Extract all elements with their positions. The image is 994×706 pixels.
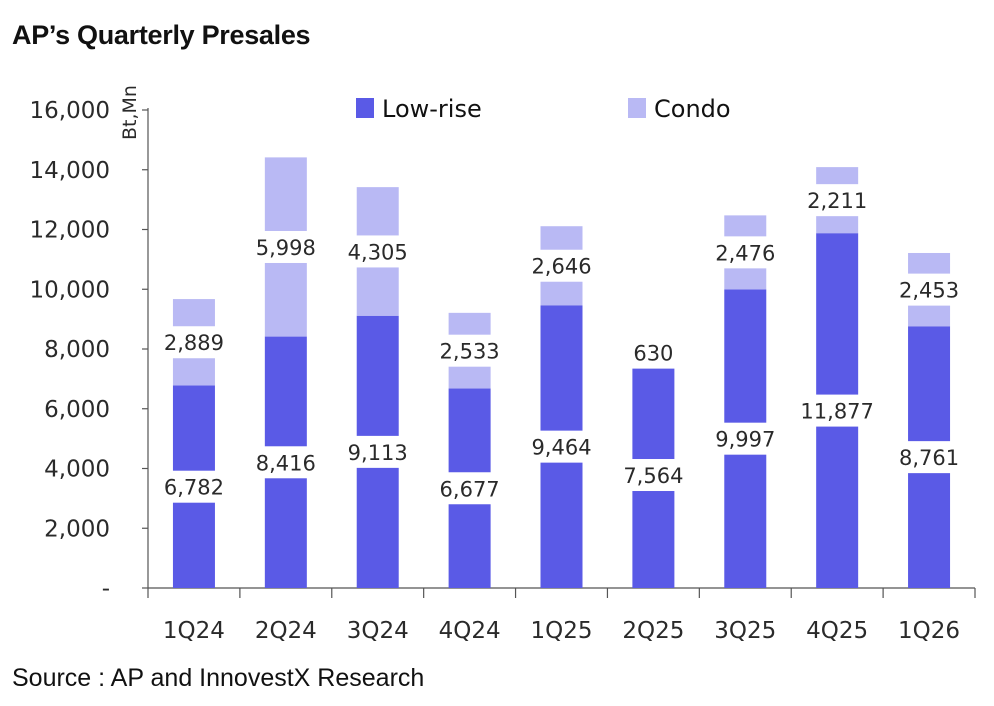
- data-label: 4,305: [348, 240, 408, 264]
- x-tick-label: 1Q25: [530, 618, 592, 644]
- source-note: Source : AP and InnovestX Research: [12, 664, 425, 692]
- y-tick-label: -: [102, 576, 110, 602]
- y-tick-label: 2,000: [44, 516, 110, 542]
- data-label-box: [892, 441, 966, 474]
- legend-swatch-condo: [628, 98, 646, 118]
- data-label: 7,564: [623, 464, 683, 488]
- data-label: 5,998: [256, 236, 316, 260]
- chart-title: AP’s Quarterly Presales: [12, 20, 311, 50]
- x-tick-label: 2Q25: [622, 618, 684, 644]
- data-label-box: [157, 326, 231, 359]
- y-tick-label: 14,000: [30, 158, 110, 184]
- y-tick-label: 12,000: [30, 218, 110, 244]
- data-label: 2,646: [531, 255, 591, 279]
- data-label: 2,453: [899, 279, 959, 303]
- data-label: 2,533: [440, 340, 500, 364]
- data-label-box: [708, 422, 782, 455]
- data-label: 9,113: [348, 441, 408, 465]
- legend-swatch-low-rise: [356, 98, 374, 118]
- y-tick-label: 6,000: [44, 397, 110, 423]
- x-tick-label: 4Q24: [439, 618, 501, 644]
- legend-label-condo: Condo: [654, 95, 731, 123]
- data-label-box: [708, 236, 782, 269]
- data-label: 9,464: [531, 436, 591, 460]
- y-tick-label: 16,000: [30, 98, 110, 124]
- x-tick-label: 3Q25: [714, 618, 776, 644]
- data-label: 630: [633, 342, 673, 366]
- data-label-box: [433, 334, 507, 367]
- data-label: 2,889: [164, 331, 224, 355]
- x-tick-label: 3Q24: [347, 618, 409, 644]
- data-label: 11,877: [800, 400, 873, 424]
- data-label: 6,782: [164, 476, 224, 500]
- data-label-box: [525, 249, 598, 282]
- data-label: 9,997: [715, 428, 775, 452]
- data-label: 8,416: [256, 451, 316, 475]
- data-label: 8,761: [899, 446, 959, 470]
- data-label: 2,211: [807, 189, 867, 213]
- data-label-box: [892, 273, 966, 306]
- x-tick-label: 1Q24: [163, 618, 225, 644]
- data-label-box: [249, 446, 323, 479]
- data-label-box: [433, 472, 507, 505]
- x-tick-label: 1Q26: [898, 618, 960, 644]
- data-label-box: [341, 235, 415, 268]
- data-label-box: [794, 394, 880, 427]
- data-label-box: [341, 435, 415, 468]
- x-tick-label: 4Q25: [806, 618, 868, 644]
- data-label-box: [249, 230, 323, 263]
- data-label-box: [629, 336, 678, 369]
- legend: Low-rise Condo: [356, 95, 731, 123]
- data-label: 2,476: [715, 241, 775, 265]
- legend-label-low-rise: Low-rise: [382, 95, 482, 123]
- data-label: 6,677: [440, 477, 500, 501]
- y-axis-unit-label: Bt,Mn: [119, 85, 141, 140]
- data-label-box: [616, 459, 690, 492]
- x-tick-label: 2Q24: [255, 618, 317, 644]
- x-axis: 1Q24 2Q24 3Q24 4Q24 1Q25 2Q25 3Q25 4Q25 1Q26: [147, 587, 976, 644]
- y-axis: - 2,000 4,000 6,000 8,000 10,000 12,000 14,000 1…: [30, 98, 149, 602]
- data-label-box: [525, 430, 598, 463]
- bars: [172, 157, 951, 588]
- data-label-box: [800, 184, 874, 217]
- y-tick-label: 8,000: [44, 337, 110, 363]
- data-label-box: [157, 470, 231, 503]
- y-tick-label: 4,000: [44, 457, 110, 483]
- y-tick-label: 10,000: [30, 277, 110, 303]
- data-labels: 6,782 2,889 8,416 5,998 9,113 4,305 6,677 2,533…: [157, 184, 966, 505]
